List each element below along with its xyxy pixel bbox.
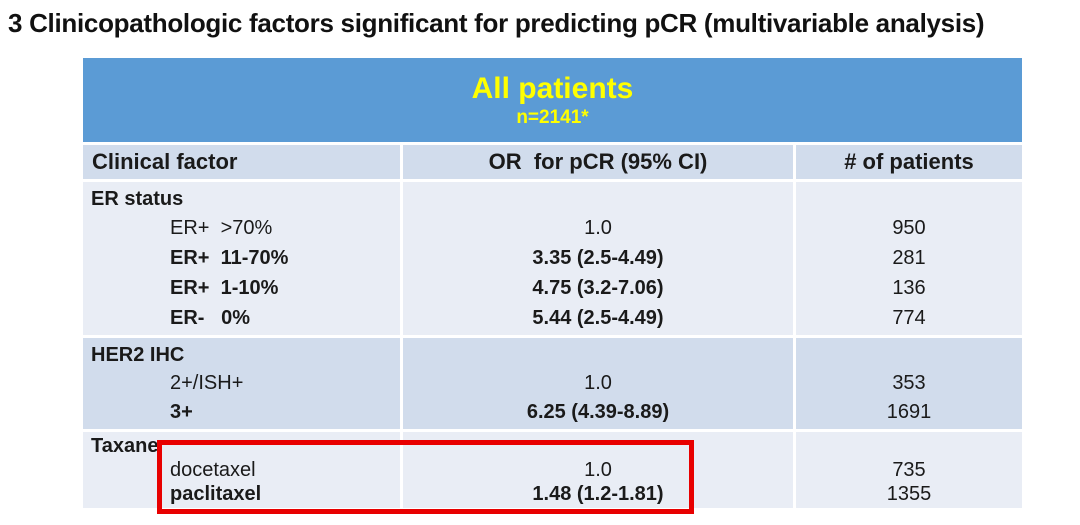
or-er-gt70: 1.0 [584, 217, 612, 239]
column-header-patients: # of patients [796, 145, 1022, 179]
n-paclitaxel: 1355 [886, 483, 932, 505]
table-header-subtitle: n=2141* [516, 106, 589, 128]
n-her2-2plus: 353 [892, 372, 926, 394]
or-er-neg: 5.44 (2.5-4.49) [532, 307, 664, 329]
or-er-11-70: 3.35 (2.5-4.49) [532, 247, 664, 269]
factor-her2-3plus: 3+ [170, 401, 193, 423]
factor-er-1-10: ER+ 1-10% [170, 277, 279, 299]
n-er-neg: 774 [892, 307, 926, 329]
group-label-taxane: Taxane [91, 435, 159, 457]
factor-er-gt70: ER+ >70% [170, 217, 273, 239]
column-header-or: OR for pCR (95% CI) [403, 145, 793, 179]
n-er-1-10: 136 [892, 277, 926, 299]
factor-paclitaxel: paclitaxel [170, 483, 262, 505]
factor-er-11-70: ER+ 11-70% [170, 247, 289, 269]
column-header-row: Clinical factor OR for pCR (95% CI) # of… [83, 145, 1022, 179]
group-label-er-status: ER status [91, 188, 184, 210]
factor-docetaxel: docetaxel [170, 459, 256, 481]
n-er-gt70: 950 [892, 217, 926, 239]
or-her2-2plus: 1.0 [584, 372, 612, 394]
table-header-band: All patients n=2141* [83, 58, 1022, 142]
slide-title: 3 Clinicopathologic factors significant … [8, 8, 985, 38]
group-label-her2-ihc: HER2 IHC [91, 344, 185, 366]
results-table: All patients n=2141* Clinical factor OR … [83, 58, 1022, 508]
n-er-11-70: 281 [892, 247, 926, 269]
factor-er-neg: ER- 0% [170, 307, 251, 329]
or-paclitaxel: 1.48 (1.2-1.81) [532, 483, 664, 505]
or-her2-3plus: 6.25 (4.39-8.89) [526, 401, 670, 423]
or-docetaxel: 1.0 [584, 459, 612, 481]
section-er-status: ER status ER+ >70% ER+ 11-70% ER+ 1-10% … [83, 182, 1022, 335]
section-taxane: Taxane docetaxel paclitaxel 1.0 1.48 (1.… [83, 432, 1022, 508]
table-header-title: All patients [471, 71, 634, 105]
factor-her2-2plus: 2+/ISH+ [170, 372, 244, 394]
section-her2-ihc: HER2 IHC 2+/ISH+ 3+ 1.0 6.25 (4.39-8.89)… [83, 338, 1022, 429]
column-header-clinical-factor: Clinical factor [83, 145, 400, 179]
or-er-1-10: 4.75 (3.2-7.06) [532, 277, 664, 299]
n-docetaxel: 735 [892, 459, 926, 481]
n-her2-3plus: 1691 [886, 401, 932, 423]
